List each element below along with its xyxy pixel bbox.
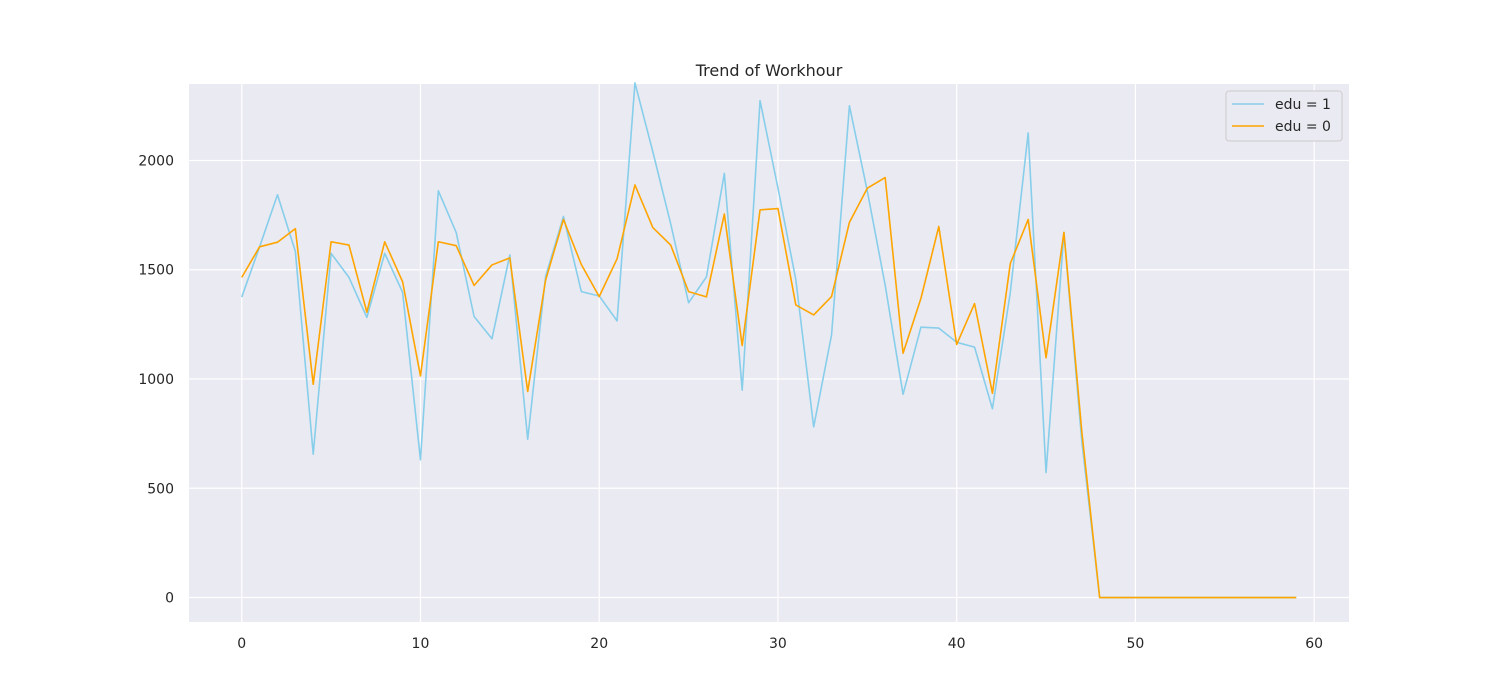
tick-labels: 0 10 20 30 40 50 60 0 500 1000 1500 2000 (138, 153, 1323, 652)
x-tick-label: 20 (590, 636, 608, 652)
series-lines (240, 82, 1297, 599)
chart-title: Trend of Workhour (695, 61, 843, 80)
plot-background (189, 84, 1349, 622)
y-tick-label: 0 (165, 591, 174, 607)
legend-label-edu-0: edu = 0 (1275, 119, 1331, 135)
legend: edu = 1 edu = 0 (1225, 90, 1343, 142)
grid-lines (189, 84, 1349, 622)
x-tick-label: 40 (948, 636, 966, 652)
x-tick-label: 60 (1305, 636, 1323, 652)
y-tick-label: 2000 (138, 153, 174, 169)
x-tick-label: 10 (412, 636, 430, 652)
series-line-edu-0 (241, 176, 1297, 599)
y-tick-label: 500 (147, 481, 174, 497)
y-tick-label: 1500 (138, 263, 174, 279)
x-tick-label: 0 (237, 636, 246, 652)
x-tick-label: 30 (769, 636, 787, 652)
legend-label-edu-1: edu = 1 (1275, 97, 1331, 113)
y-tick-label: 1000 (138, 372, 174, 388)
x-tick-label: 50 (1126, 636, 1144, 652)
